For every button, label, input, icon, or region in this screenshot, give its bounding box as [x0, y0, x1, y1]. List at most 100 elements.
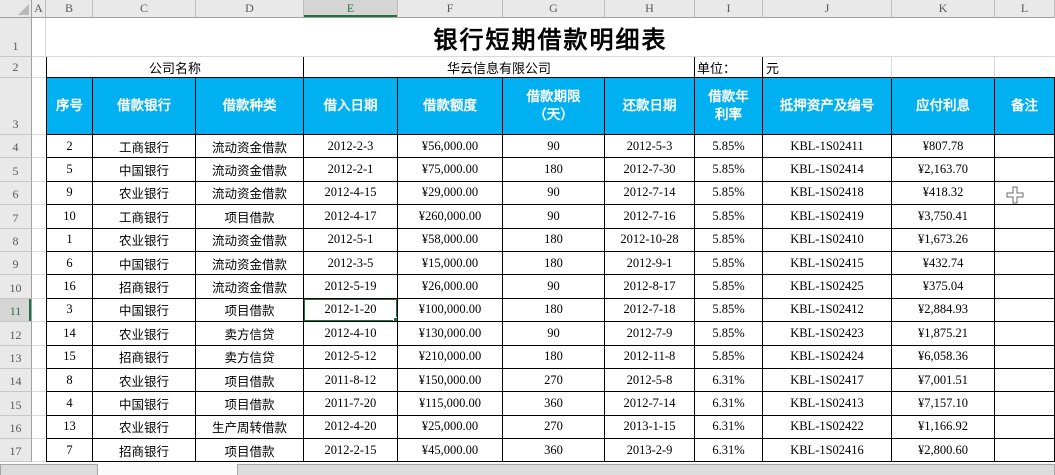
table-cell[interactable]: 流动资金借款 — [196, 181, 304, 206]
row-header-10[interactable]: 10 — [0, 275, 32, 299]
table-header-cell[interactable]: 备注 — [995, 78, 1055, 135]
table-cell[interactable]: 2012-2-3 — [304, 135, 398, 159]
table-header-cell[interactable]: 应付利息 — [892, 78, 995, 135]
table-cell[interactable]: 6.31% — [695, 439, 763, 463]
row-header-1[interactable]: 1 — [0, 18, 32, 57]
table-cell[interactable]: 招商银行 — [93, 275, 196, 299]
table-cell[interactable]: KBL-1S02419 — [763, 205, 892, 229]
table-cell[interactable]: 农业银行 — [93, 228, 196, 252]
table-cell[interactable]: 2012-7-16 — [605, 205, 695, 229]
table-cell[interactable]: 14 — [46, 322, 93, 346]
table-cell[interactable] — [995, 415, 1055, 440]
table-cell[interactable]: 生产周转借款 — [196, 415, 304, 440]
table-cell[interactable]: 6.31% — [695, 368, 763, 393]
table-cell[interactable]: 5.85% — [695, 345, 763, 369]
company-name-value[interactable]: 华云信息有限公司 — [304, 57, 695, 78]
table-cell[interactable]: 招商银行 — [93, 345, 196, 369]
table-cell[interactable]: 1 — [46, 228, 93, 252]
empty-cell[interactable] — [32, 345, 46, 369]
table-cell[interactable]: KBL-1S02415 — [763, 251, 892, 276]
table-cell[interactable] — [995, 392, 1055, 416]
table-cell[interactable]: 2012-11-8 — [605, 345, 695, 369]
selected-cell[interactable]: 2012-1-20 — [304, 298, 398, 323]
table-cell[interactable]: 流动资金借款 — [196, 158, 304, 182]
table-cell[interactable] — [995, 228, 1055, 252]
table-cell[interactable]: 10 — [46, 205, 93, 229]
table-cell[interactable]: 90 — [503, 181, 605, 206]
table-cell[interactable]: ¥260,000.00 — [398, 205, 503, 229]
table-cell[interactable]: 2012-3-5 — [304, 251, 398, 276]
row-header-9[interactable]: 9 — [0, 251, 32, 276]
table-cell[interactable]: 项目借款 — [196, 392, 304, 416]
table-cell[interactable]: 360 — [503, 392, 605, 416]
row-header-5[interactable]: 5 — [0, 158, 32, 182]
table-cell[interactable]: 中国银行 — [93, 298, 196, 323]
table-cell[interactable]: ¥45,000.00 — [398, 439, 503, 463]
table-cell[interactable]: 2012-7-14 — [605, 181, 695, 206]
sheet-tab-area[interactable] — [0, 464, 98, 475]
table-cell[interactable]: ¥807.78 — [892, 135, 995, 159]
table-cell[interactable]: ¥210,000.00 — [398, 345, 503, 369]
column-header-G[interactable]: G — [503, 0, 605, 18]
column-header-A[interactable]: A — [32, 0, 46, 18]
table-cell[interactable]: 流动资金借款 — [196, 251, 304, 276]
table-cell[interactable]: 13 — [46, 415, 93, 440]
row-header-14[interactable]: 14 — [0, 368, 32, 393]
empty-cell[interactable] — [32, 78, 46, 135]
table-cell[interactable]: 2 — [46, 135, 93, 159]
row-header-15[interactable]: 15 — [0, 392, 32, 416]
table-cell[interactable]: 2012-2-15 — [304, 439, 398, 463]
column-header-I[interactable]: I — [695, 0, 763, 18]
table-cell[interactable]: 2012-5-8 — [605, 368, 695, 393]
table-cell[interactable]: 90 — [503, 322, 605, 346]
table-cell[interactable]: 农业银行 — [93, 181, 196, 206]
table-cell[interactable]: 2012-7-14 — [605, 392, 695, 416]
table-cell[interactable]: 90 — [503, 205, 605, 229]
table-cell[interactable]: 2012-7-9 — [605, 322, 695, 346]
table-header-cell[interactable]: 借款额度 — [398, 78, 503, 135]
empty-cell[interactable] — [32, 181, 46, 206]
table-cell[interactable]: 5.85% — [695, 181, 763, 206]
empty-cell[interactable] — [32, 57, 46, 78]
table-cell[interactable]: 2013-1-15 — [605, 415, 695, 440]
table-cell[interactable]: 7 — [46, 439, 93, 463]
unit-value[interactable]: 元 — [763, 57, 892, 78]
table-header-cell[interactable]: 抵押资产及编号 — [763, 78, 892, 135]
table-cell[interactable]: 农业银行 — [93, 322, 196, 346]
table-cell[interactable]: 90 — [503, 275, 605, 299]
table-cell[interactable]: 270 — [503, 415, 605, 440]
table-header-cell[interactable]: 借款期限 （天） — [503, 78, 605, 135]
table-cell[interactable]: 2012-5-19 — [304, 275, 398, 299]
table-cell[interactable]: 6.31% — [695, 392, 763, 416]
company-name-label[interactable]: 公司名称 — [46, 57, 304, 78]
table-header-cell[interactable]: 借款银行 — [93, 78, 196, 135]
table-cell[interactable]: ¥2,884.93 — [892, 298, 995, 323]
table-cell[interactable]: KBL-1S02423 — [763, 322, 892, 346]
empty-cell[interactable] — [32, 228, 46, 252]
table-cell[interactable]: 流动资金借款 — [196, 228, 304, 252]
table-cell[interactable]: 项目借款 — [196, 439, 304, 463]
empty-cell[interactable] — [32, 158, 46, 182]
table-cell[interactable]: 5.85% — [695, 228, 763, 252]
table-cell[interactable]: 180 — [503, 298, 605, 323]
table-cell[interactable]: ¥1,673.26 — [892, 228, 995, 252]
table-header-cell[interactable]: 借款年 利率 — [695, 78, 763, 135]
table-cell[interactable]: ¥29,000.00 — [398, 181, 503, 206]
table-cell[interactable]: 2012-4-20 — [304, 415, 398, 440]
table-cell[interactable]: 2012-4-15 — [304, 181, 398, 206]
table-cell[interactable]: 2012-8-17 — [605, 275, 695, 299]
table-cell[interactable]: ¥432.74 — [892, 251, 995, 276]
table-cell[interactable]: 2011-8-12 — [304, 368, 398, 393]
column-header-D[interactable]: D — [196, 0, 304, 18]
table-cell[interactable]: 农业银行 — [93, 415, 196, 440]
table-cell[interactable]: KBL-1S02417 — [763, 368, 892, 393]
table-cell[interactable]: KBL-1S02418 — [763, 181, 892, 206]
table-cell[interactable]: ¥1,166.92 — [892, 415, 995, 440]
table-cell[interactable]: 2012-7-30 — [605, 158, 695, 182]
table-cell[interactable]: ¥6,058.36 — [892, 345, 995, 369]
table-cell[interactable]: 2012-4-10 — [304, 322, 398, 346]
table-cell[interactable]: ¥3,750.41 — [892, 205, 995, 229]
table-cell[interactable]: 360 — [503, 439, 605, 463]
horizontal-scrollbar[interactable] — [237, 464, 1055, 475]
table-cell[interactable]: ¥100,000.00 — [398, 298, 503, 323]
